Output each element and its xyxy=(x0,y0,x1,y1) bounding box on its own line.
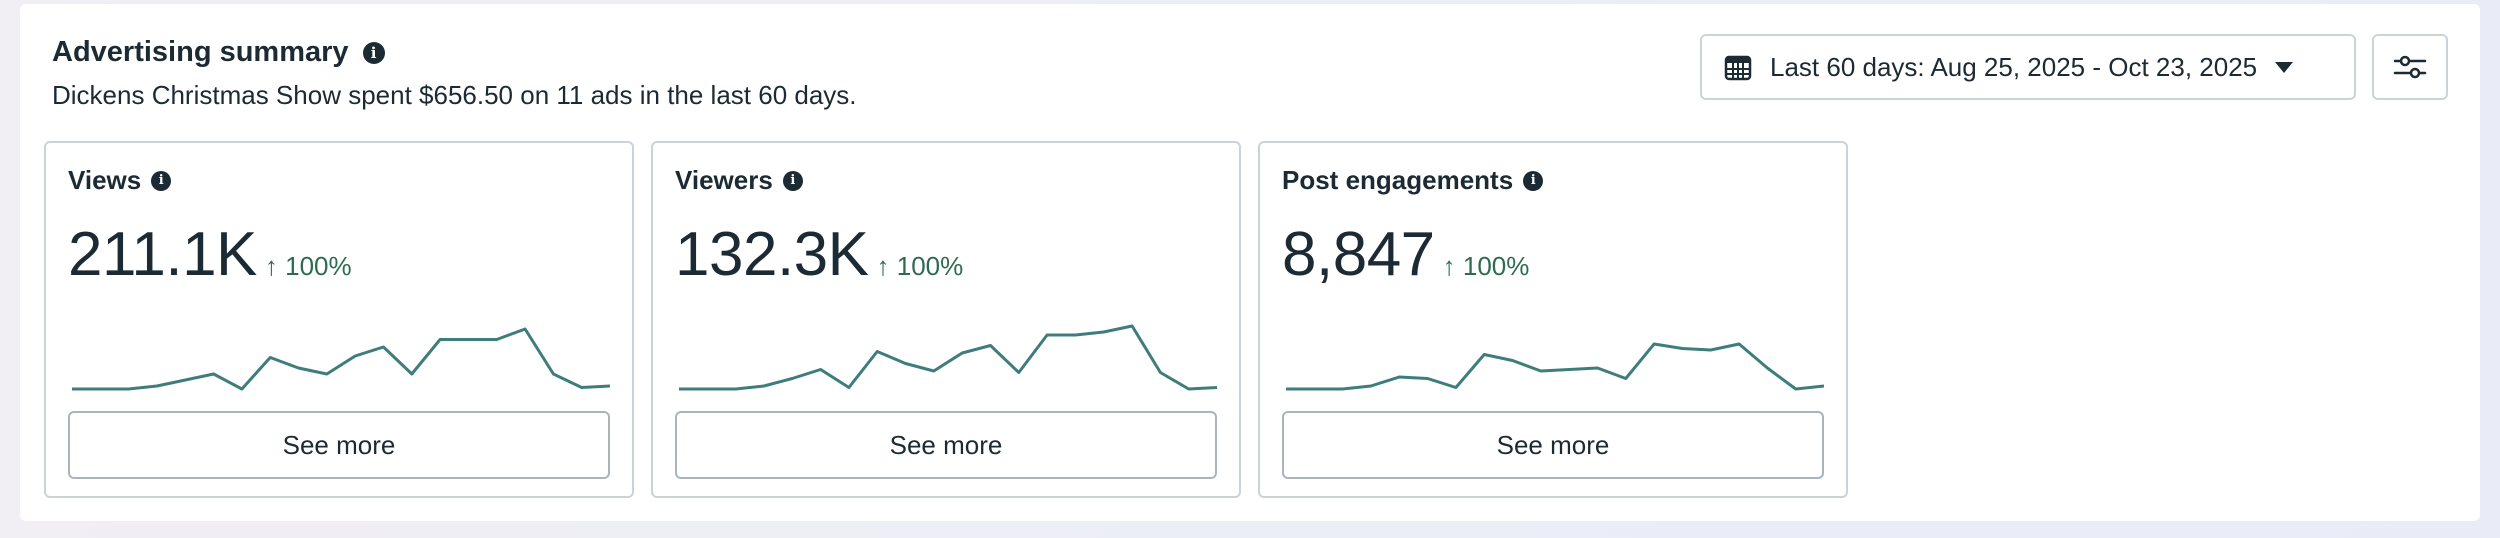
sparkline xyxy=(679,324,1218,391)
info-icon[interactable]: i xyxy=(782,170,803,191)
settings-filter-button[interactable] xyxy=(2372,34,2448,100)
metric-value: 211.1K xyxy=(68,220,257,289)
sliders-icon xyxy=(2393,55,2427,79)
card-title: Post engagements xyxy=(1282,165,1514,195)
metric-value: 132.3K xyxy=(675,220,869,289)
sparkline xyxy=(72,327,611,391)
info-icon[interactable]: i xyxy=(151,170,172,191)
sparkline xyxy=(1286,342,1825,391)
metric-change: ↑ 100% xyxy=(1442,251,1530,281)
summary-title: Advertising summary xyxy=(52,36,349,68)
caret-down-icon xyxy=(2275,61,2294,73)
metric-card-views: Views i 211.1K ↑ 100% See more xyxy=(44,141,634,498)
advertising-summary-panel: Advertising summary i Dickens Christmas … xyxy=(20,4,2480,521)
date-range-dropdown[interactable]: Last 60 days: Aug 25, 2025 - Oct 23, 202… xyxy=(1700,34,2356,100)
summary-title-row: Advertising summary i xyxy=(52,36,385,69)
card-title: Viewers xyxy=(675,165,773,195)
sparkline-series xyxy=(72,327,611,391)
metric-card-post-engagements: Post engagements i 8,847 ↑ 100% See more xyxy=(1258,141,1848,498)
see-more-button[interactable]: See more xyxy=(675,411,1217,479)
summary-subtitle: Dickens Christmas Show spent $656.50 on … xyxy=(52,80,857,110)
sparkline-series xyxy=(679,324,1218,391)
calendar-icon xyxy=(1724,55,1752,81)
metric-change: ↑ 100% xyxy=(264,251,352,281)
sparkline-series xyxy=(1286,342,1825,391)
metric-change: ↑ 100% xyxy=(876,251,964,281)
metric-card-viewers: Viewers i 132.3K ↑ 100% See more xyxy=(651,141,1241,498)
info-icon[interactable]: i xyxy=(1523,170,1544,191)
see-more-button[interactable]: See more xyxy=(1282,411,1824,479)
info-icon[interactable]: i xyxy=(362,41,385,64)
card-title: Views xyxy=(68,165,142,195)
see-more-button[interactable]: See more xyxy=(68,411,610,479)
metric-value: 8,847 xyxy=(1282,220,1435,289)
date-range-label: Last 60 days: Aug 25, 2025 - Oct 23, 202… xyxy=(1770,51,2258,82)
